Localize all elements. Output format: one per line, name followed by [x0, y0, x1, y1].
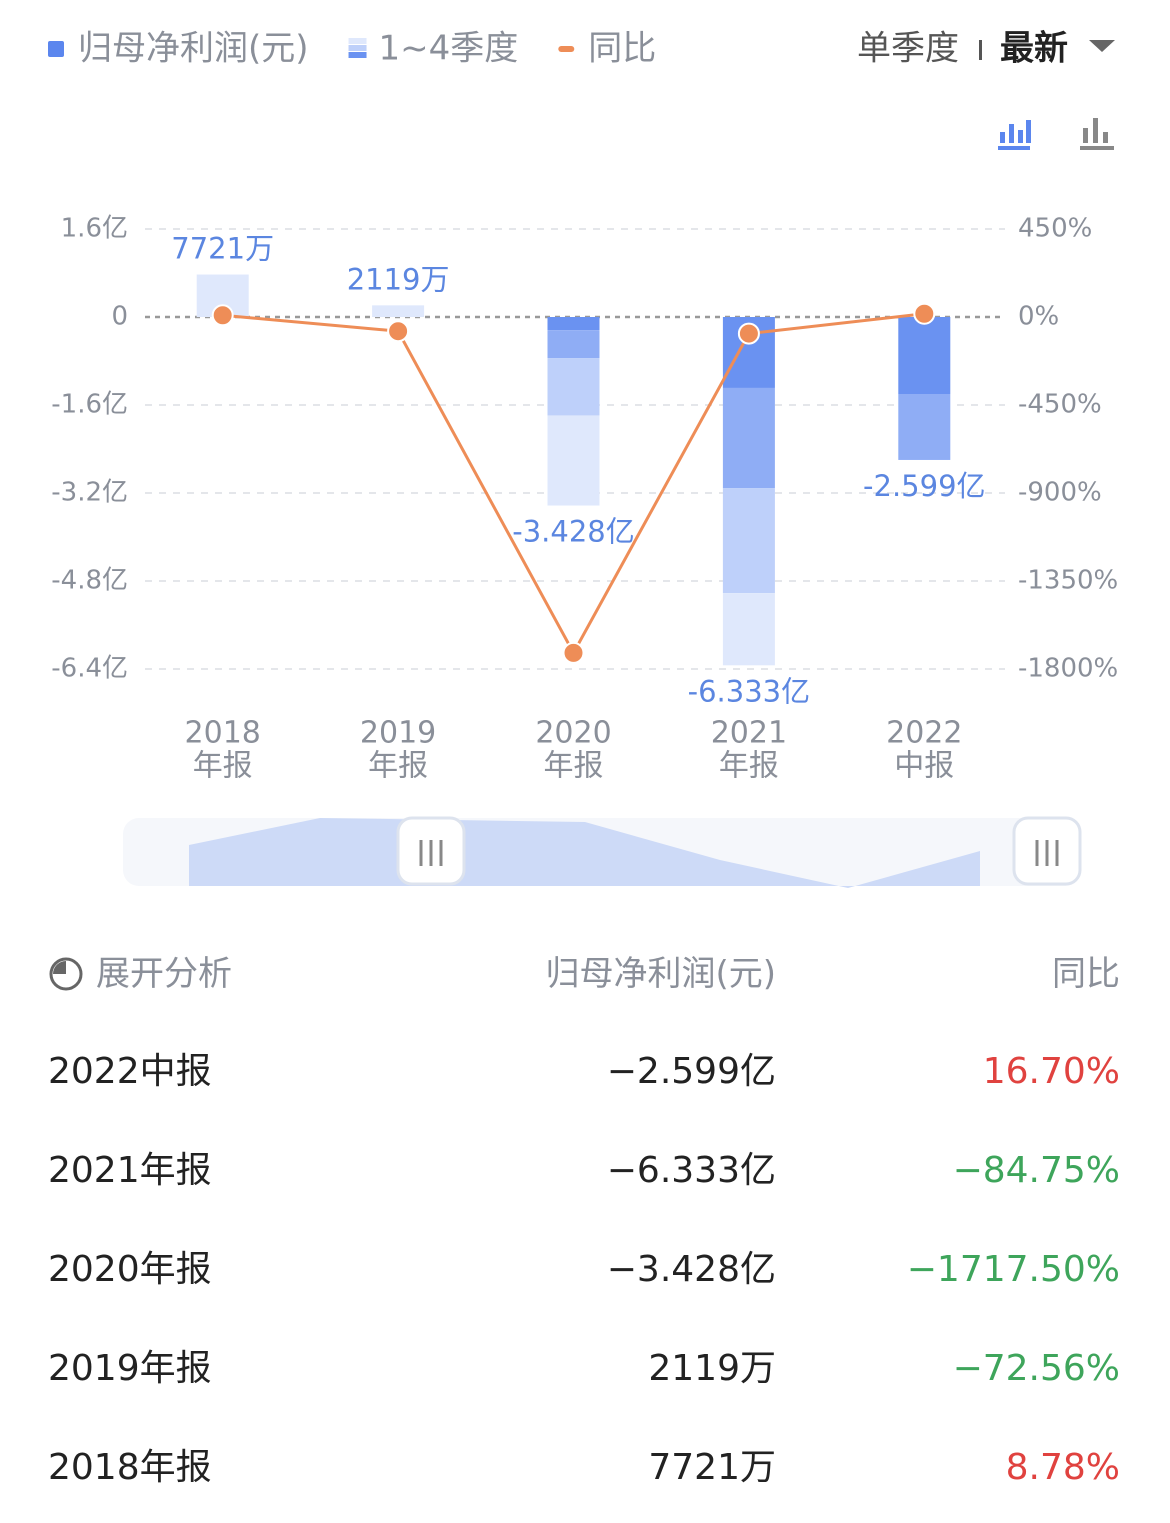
- bar-segment: [722, 593, 775, 666]
- y2-tick-label: -1800%: [1018, 654, 1118, 684]
- x-tick-label: 2019: [360, 716, 436, 751]
- yoy: −84.75%: [952, 1150, 1120, 1191]
- table-row: 2021年报 −6.333亿 −84.75%: [48, 1141, 1120, 1201]
- period: 2018年报: [48, 1447, 212, 1488]
- yoy-point: [211, 304, 234, 327]
- yoy: 16.70%: [982, 1051, 1120, 1092]
- bar-icon[interactable]: [1080, 118, 1114, 150]
- x-tick-label: 2018: [185, 716, 261, 751]
- legend-swatch: [48, 41, 64, 57]
- period: 2020年报: [48, 1249, 212, 1290]
- chart: 单季度 最新 归母净利润(元) 1~4季度 同比 1.6亿 0 -1.6亿 -3.2亿 -4.…: [48, 29, 1118, 888]
- legend-swatch: [348, 45, 367, 51]
- legend-swatch: [348, 38, 367, 44]
- y-tick-label: -3.2亿: [51, 478, 128, 508]
- x-tick-label: 2022: [886, 716, 962, 751]
- yoy: 8.78%: [1005, 1447, 1120, 1488]
- profit: −2.599亿: [606, 1051, 776, 1092]
- bar-segment: [898, 394, 951, 460]
- yoy-point: [562, 641, 585, 664]
- yoy-point: [387, 320, 410, 343]
- x-tick-label: 中报: [894, 749, 954, 784]
- y-tick-label: -6.4亿: [51, 654, 128, 684]
- legend-swatch: [558, 46, 575, 52]
- bar-total-label: -6.333亿: [688, 674, 811, 708]
- yoy-point: [737, 322, 760, 345]
- legend-label: 归母净利润(元): [78, 29, 309, 69]
- table-row: 2020年报 −3.428亿 −1717.50%: [48, 1240, 1120, 1300]
- table-row: 2018年报 7721万 8.78%: [48, 1438, 1120, 1498]
- yoy: −1717.50%: [906, 1249, 1120, 1290]
- x-tick-label: 2021: [711, 716, 787, 751]
- y2-tick-label: 0%: [1018, 302, 1059, 332]
- header-yoy: 同比: [1052, 954, 1120, 994]
- bar-segment: [547, 317, 600, 331]
- range-slider[interactable]: [123, 816, 1082, 888]
- y-tick-label: -1.6亿: [51, 390, 128, 420]
- stacked-icon[interactable]: [998, 120, 1031, 150]
- x-tick-label: 年报: [719, 749, 779, 784]
- y-tick-label: 0: [111, 302, 128, 332]
- bar-total-label: 2119万: [347, 262, 450, 296]
- profit: 2119万: [648, 1348, 776, 1389]
- x-tick-label: 2020: [535, 716, 611, 751]
- profit: 7721万: [648, 1447, 776, 1488]
- header-profit: 归母净利润(元): [545, 954, 776, 994]
- bar-segment: [547, 415, 600, 506]
- legend-label: 同比: [588, 29, 656, 69]
- profit: −6.333亿: [606, 1150, 776, 1191]
- y2-tick-label: 450%: [1018, 214, 1092, 244]
- table-row: 2019年报 2119万 −72.56%: [48, 1339, 1120, 1399]
- bar-segment: [372, 305, 425, 317]
- y2-tick-label: -450%: [1018, 390, 1102, 420]
- bar-segment: [722, 488, 775, 594]
- bar-segment: [547, 358, 600, 416]
- y-tick-label: -4.8亿: [51, 566, 128, 596]
- yoy: −72.56%: [952, 1348, 1120, 1389]
- mode-toggle[interactable]: 单季度: [857, 29, 959, 69]
- y2-tick-label: -900%: [1018, 478, 1102, 508]
- x-tick-label: 年报: [368, 749, 428, 784]
- bar-segment: [898, 317, 951, 394]
- legend-swatch: [348, 52, 367, 58]
- period: 2021年报: [48, 1150, 212, 1191]
- y-tick-label: 1.6亿: [61, 214, 128, 244]
- bar-total-label: 7721万: [171, 232, 274, 266]
- bar-segment: [547, 330, 600, 359]
- bar-total-label: -3.428亿: [512, 515, 635, 549]
- expand-analysis[interactable]: 展开分析: [96, 954, 232, 994]
- profit: −3.428亿: [606, 1249, 776, 1290]
- legend-label: 1~4季度: [379, 29, 519, 69]
- yoy-point: [913, 302, 936, 325]
- x-tick-label: 年报: [193, 749, 253, 784]
- pie-icon: [49, 957, 83, 991]
- period: 2019年报: [48, 1348, 212, 1389]
- x-tick-label: 年报: [544, 749, 604, 784]
- period: 2022中报: [48, 1051, 212, 1092]
- table-header: 展开分析 归母净利润(元) 同比: [48, 944, 1120, 1004]
- separator: [979, 40, 982, 60]
- y2-tick-label: -1350%: [1018, 566, 1118, 596]
- table-row: 2022中报 −2.599亿 16.70%: [48, 1042, 1120, 1102]
- dropdown-arrow[interactable]: [1089, 40, 1115, 52]
- sort-toggle[interactable]: 最新: [1000, 29, 1068, 69]
- bar-segment: [722, 387, 775, 489]
- bar-total-label: -2.599亿: [863, 469, 986, 503]
